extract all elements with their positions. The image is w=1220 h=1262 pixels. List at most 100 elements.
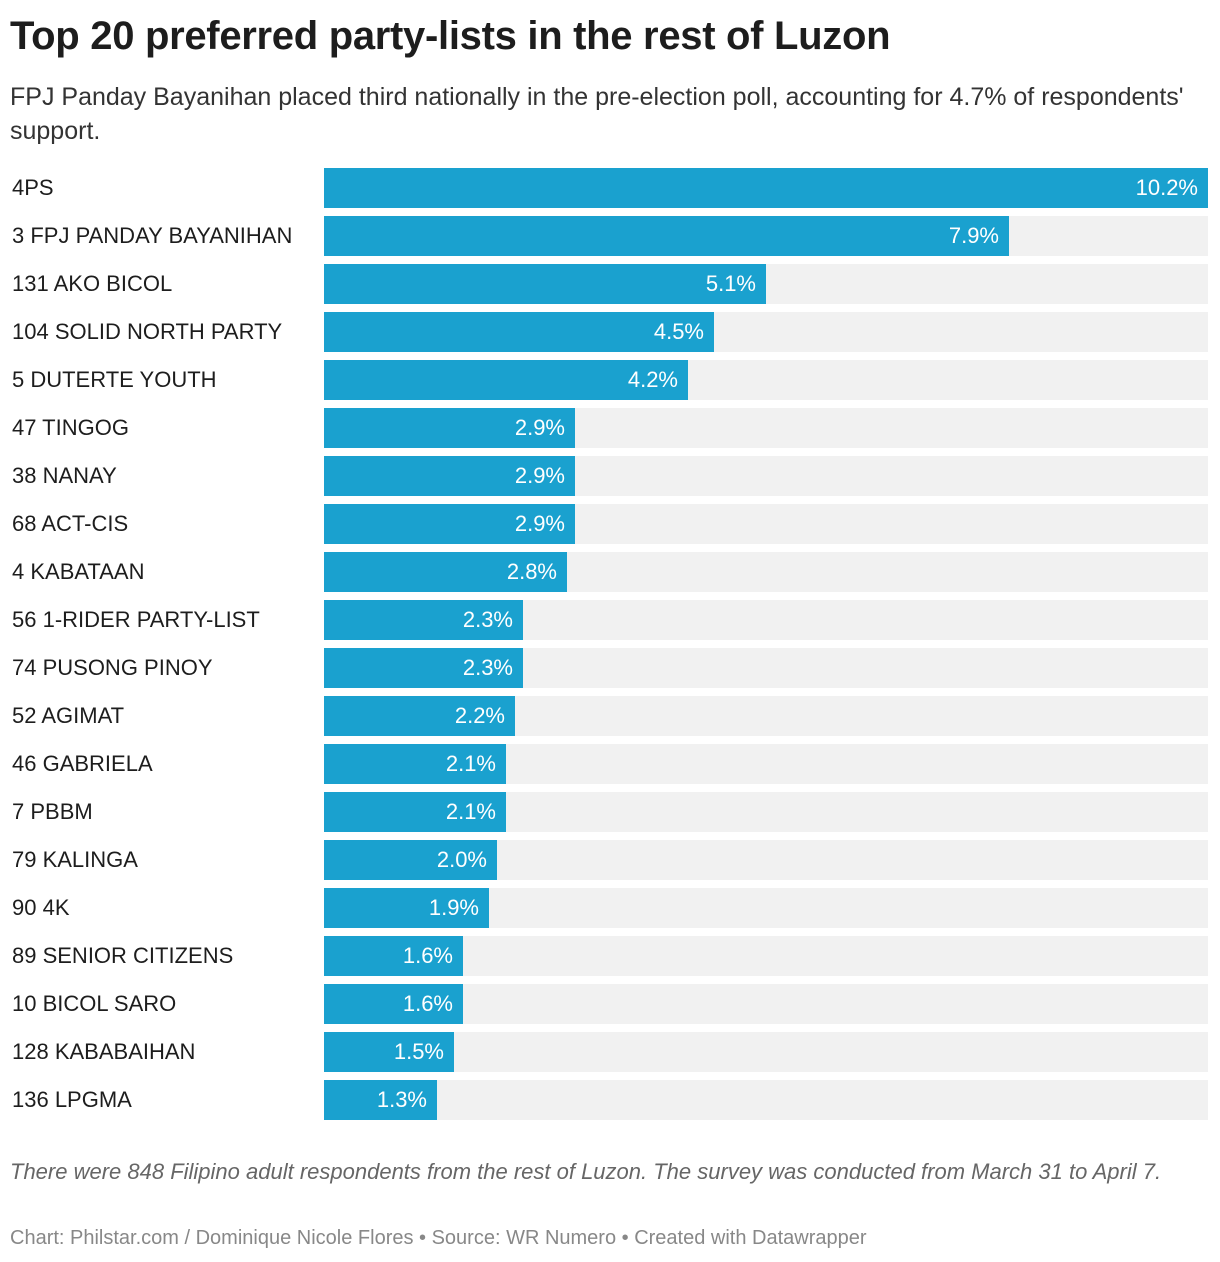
category-label: 52 AGIMAT <box>12 703 125 728</box>
bar-row: 47 TINGOG 2.9% <box>0 408 1220 448</box>
data-label: 1.3% <box>376 1087 427 1112</box>
bar-track: 2.9% <box>324 408 1208 448</box>
bar-row: 3 FPJ PANDAY BAYANIHAN 7.9% <box>0 216 1220 256</box>
bar-row: 52 AGIMAT 2.2% <box>0 696 1220 736</box>
bar-chart: 4PS 10.2% 3 FPJ PANDAY BAYANIHAN 7.9% 131 AK… <box>0 168 1220 1128</box>
bar-track: 1.3% <box>324 1080 1208 1120</box>
category-label: 104 SOLID NORTH PARTY <box>12 319 283 344</box>
bar-track: 1.5% <box>324 1032 1208 1072</box>
data-label: 2.3% <box>462 607 513 632</box>
bar-track: 2.0% <box>324 840 1208 880</box>
category-label: 5 DUTERTE YOUTH <box>12 367 217 392</box>
bar-row: 38 NANAY 2.9% <box>0 456 1220 496</box>
bar-row: 131 AKO BICOL 5.1% <box>0 264 1220 304</box>
bar-row: 4 KABATAAN 2.8% <box>0 552 1220 592</box>
chart-notes: There were 848 Filipino adult respondent… <box>10 1159 1162 1184</box>
bar: 2.9% <box>324 456 575 496</box>
chart-footer: Chart: Philstar.com / Dominique Nicole F… <box>10 1227 867 1249</box>
chart-title: Top 20 preferred party-lists in the rest… <box>10 14 891 58</box>
bar-row: 46 GABRIELA 2.1% <box>0 744 1220 784</box>
bar: 2.8% <box>324 552 567 592</box>
category-label: 46 GABRIELA <box>12 751 153 776</box>
category-label: 4PS <box>12 175 54 200</box>
data-label: 1.6% <box>402 943 453 968</box>
bar-track: 2.2% <box>324 696 1208 736</box>
category-label: 47 TINGOG <box>12 415 129 440</box>
data-label: 2.1% <box>445 751 496 776</box>
data-label: 4.5% <box>653 319 704 344</box>
data-label: 5.1% <box>705 271 756 296</box>
bar-row: 90 4K 1.9% <box>0 888 1220 928</box>
data-label: 4.2% <box>627 367 678 392</box>
data-label: 10.2% <box>1135 175 1198 200</box>
chart-subtitle: FPJ Panday Bayanihan placed third nation… <box>10 83 1184 145</box>
data-label: 2.8% <box>506 559 557 584</box>
data-label: 2.9% <box>514 463 565 488</box>
data-label: 1.9% <box>428 895 479 920</box>
bar: 2.3% <box>324 600 523 640</box>
data-label: 7.9% <box>948 223 999 248</box>
bar-track: 2.9% <box>324 504 1208 544</box>
bar-track: 4.2% <box>324 360 1208 400</box>
bar: 10.2% <box>324 168 1208 208</box>
bar-row: 128 KABABAIHAN 1.5% <box>0 1032 1220 1072</box>
bar: 2.9% <box>324 504 575 544</box>
data-label: 2.0% <box>436 847 487 872</box>
bar: 4.5% <box>324 312 714 352</box>
bar-row: 5 DUTERTE YOUTH 4.2% <box>0 360 1220 400</box>
category-label: 89 SENIOR CITIZENS <box>12 943 234 968</box>
category-label: 79 KALINGA <box>12 847 138 872</box>
category-label: 68 ACT-CIS <box>12 511 129 536</box>
bar-track: 2.9% <box>324 456 1208 496</box>
bar: 5.1% <box>324 264 766 304</box>
category-label: 3 FPJ PANDAY BAYANIHAN <box>12 223 293 248</box>
bar-row: 74 PUSONG PINOY 2.3% <box>0 648 1220 688</box>
category-label: 74 PUSONG PINOY <box>12 655 213 680</box>
bar: 1.3% <box>324 1080 437 1120</box>
data-label: 1.5% <box>393 1039 444 1064</box>
data-label: 2.2% <box>454 703 505 728</box>
data-label: 1.6% <box>402 991 453 1016</box>
category-label: 7 PBBM <box>12 799 93 824</box>
data-label: 2.3% <box>462 655 513 680</box>
bar: 7.9% <box>324 216 1009 256</box>
data-label: 2.9% <box>514 415 565 440</box>
bar: 1.6% <box>324 984 463 1024</box>
bar-row: 4PS 10.2% <box>0 168 1220 208</box>
bar-track: 2.3% <box>324 600 1208 640</box>
bar: 2.9% <box>324 408 575 448</box>
bar: 2.1% <box>324 792 506 832</box>
category-label: 136 LPGMA <box>12 1087 132 1112</box>
bar-track: 1.6% <box>324 936 1208 976</box>
category-label: 10 BICOL SARO <box>12 991 177 1016</box>
bar-row: 10 BICOL SARO 1.6% <box>0 984 1220 1024</box>
bar: 2.0% <box>324 840 497 880</box>
category-label: 56 1-RIDER PARTY-LIST <box>12 607 260 632</box>
bar: 1.6% <box>324 936 463 976</box>
bar-track: 10.2% <box>324 168 1208 208</box>
bar-track: 2.1% <box>324 792 1208 832</box>
bar-track: 1.9% <box>324 888 1208 928</box>
bar-row: 79 KALINGA 2.0% <box>0 840 1220 880</box>
bar-track: 4.5% <box>324 312 1208 352</box>
bar-row: 68 ACT-CIS 2.9% <box>0 504 1220 544</box>
bar-row: 7 PBBM 2.1% <box>0 792 1220 832</box>
data-label: 2.9% <box>514 511 565 536</box>
bar-track: 7.9% <box>324 216 1208 256</box>
bar-track: 1.6% <box>324 984 1208 1024</box>
bar-row: 89 SENIOR CITIZENS 1.6% <box>0 936 1220 976</box>
bar-track: 2.1% <box>324 744 1208 784</box>
bar: 2.3% <box>324 648 523 688</box>
bar-row: 104 SOLID NORTH PARTY 4.5% <box>0 312 1220 352</box>
category-label: 90 4K <box>12 895 70 920</box>
bar-track: 5.1% <box>324 264 1208 304</box>
bar: 2.2% <box>324 696 515 736</box>
bar-track: 2.3% <box>324 648 1208 688</box>
data-label: 2.1% <box>445 799 496 824</box>
category-label: 128 KABABAIHAN <box>12 1039 196 1064</box>
category-label: 131 AKO BICOL <box>12 271 173 296</box>
category-label: 38 NANAY <box>12 463 117 488</box>
bar-track: 2.8% <box>324 552 1208 592</box>
bar-row: 136 LPGMA 1.3% <box>0 1080 1220 1120</box>
bar: 4.2% <box>324 360 688 400</box>
